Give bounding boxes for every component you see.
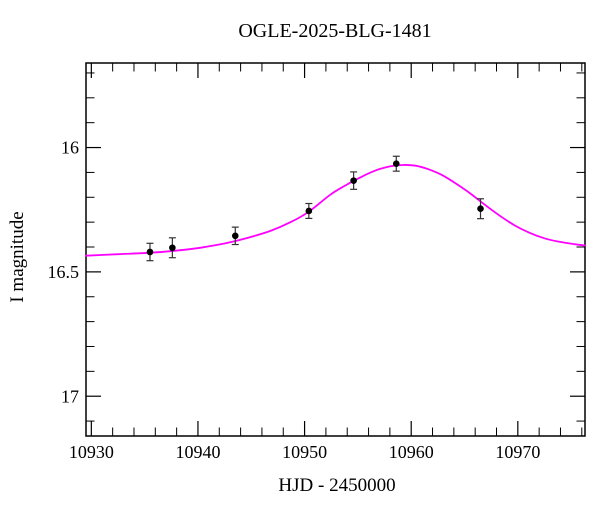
x-axis-label: HJD - 2450000 <box>278 475 395 496</box>
data-point <box>477 205 484 213</box>
model-curve <box>85 164 586 257</box>
data-point <box>350 177 357 184</box>
x-major-ticks <box>90 63 519 436</box>
data-point <box>305 207 313 215</box>
x-minor-ticks <box>112 63 583 436</box>
x-tick-label: 10930 <box>69 442 114 462</box>
plot-content: 10930 10940 10950 10960 10970 16 16.5 17 <box>48 62 586 462</box>
x-tick-label: 10960 <box>389 442 434 462</box>
y-tick-label: 17 <box>61 386 79 406</box>
data-points <box>146 160 484 256</box>
y-tick-label: 16.5 <box>48 262 80 282</box>
data-point <box>146 248 154 256</box>
data-point <box>392 160 400 168</box>
plot-frame <box>85 62 586 437</box>
data-point <box>169 244 176 252</box>
plot-title: OGLE-2025-BLG-1481 <box>238 20 431 42</box>
x-tick-label: 10950 <box>282 442 327 462</box>
y-major-ticks <box>86 146 585 397</box>
x-tick-labels: 10930 10940 10950 10960 10970 <box>69 442 540 462</box>
y-tick-labels: 16 16.5 17 <box>48 138 80 407</box>
data-point <box>231 232 239 240</box>
x-tick-label: 10940 <box>175 442 220 462</box>
y-axis-label: I magnitude <box>7 211 28 302</box>
x-tick-label: 10970 <box>495 442 540 462</box>
y-tick-label: 16 <box>61 138 79 158</box>
y-minor-ticks <box>86 72 585 422</box>
